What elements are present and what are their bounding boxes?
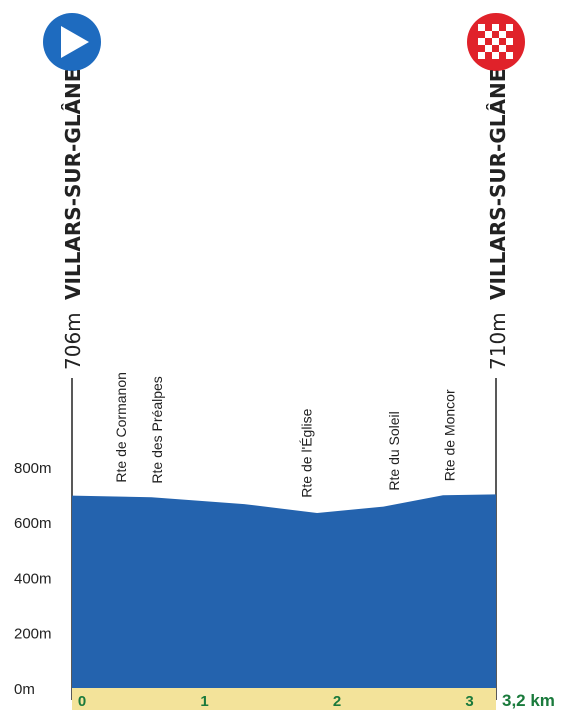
elevation-fill <box>72 494 496 688</box>
finish-town: VILLARS-SUR-GLÂNE <box>486 69 510 300</box>
x-axis-ticks: 0 1 2 3 <box>78 693 474 710</box>
checker-cell <box>485 38 492 45</box>
y-tick-label: 400m <box>14 570 52 587</box>
distance-axis-band <box>72 688 496 710</box>
road-annotation-label: Rte du Soleil <box>386 411 402 490</box>
checker-cell <box>506 52 513 59</box>
checker-cell <box>492 52 499 59</box>
checker-cell <box>506 38 513 45</box>
checker-cell <box>492 31 499 38</box>
y-axis-ticks: 0m 200m 400m 600m 800m <box>14 460 52 698</box>
checker-cell <box>478 24 485 31</box>
y-tick-label: 600m <box>14 515 52 532</box>
checker-cell <box>492 24 499 31</box>
checker-cell <box>478 38 485 45</box>
checker-cell <box>485 31 492 38</box>
checkered-flag-icon <box>478 24 513 59</box>
finish-label: 710m VILLARS-SUR-GLÂNE <box>486 69 510 370</box>
x-tick-label: 0 <box>78 693 86 710</box>
checker-cell <box>506 24 513 31</box>
finish-marker <box>467 13 525 71</box>
road-annotation-label: Rte de Moncor <box>442 389 458 481</box>
checker-cell <box>478 45 485 52</box>
checker-cell <box>499 52 506 59</box>
x-tick-label: 3 <box>465 693 473 710</box>
start-label: 706m VILLARS-SUR-GLÂNE <box>61 69 85 370</box>
x-tick-label: 1 <box>200 693 208 710</box>
play-start-icon <box>61 26 89 58</box>
total-distance-label: 3,2 km <box>502 691 555 710</box>
road-annotations: Rte de Cormanon Rte des Préalpes Rte de l'… <box>113 372 458 498</box>
checker-cell <box>485 52 492 59</box>
y-tick-label: 200m <box>14 626 52 643</box>
finish-altitude: 710m <box>486 312 510 370</box>
start-marker <box>43 13 101 71</box>
start-altitude: 706m <box>61 312 85 370</box>
road-annotation-label: Rte de l'Église <box>299 408 315 497</box>
x-tick-label: 2 <box>333 693 341 710</box>
checker-cell <box>506 31 513 38</box>
road-annotation-label: Rte des Préalpes <box>149 376 165 483</box>
checker-cell <box>485 45 492 52</box>
y-tick-label: 0m <box>14 681 35 698</box>
checker-cell <box>499 45 506 52</box>
elevation-area <box>72 494 496 688</box>
checker-cell <box>492 45 499 52</box>
checker-cell <box>499 31 506 38</box>
checker-cell <box>499 24 506 31</box>
road-annotation-label: Rte de Cormanon <box>113 372 129 483</box>
start-town: VILLARS-SUR-GLÂNE <box>61 69 85 300</box>
checker-cell <box>499 38 506 45</box>
checker-cell <box>506 45 513 52</box>
y-tick-label: 800m <box>14 460 52 477</box>
checker-cell <box>485 24 492 31</box>
checker-cell <box>478 52 485 59</box>
checker-cell <box>492 38 499 45</box>
checker-cell <box>478 31 485 38</box>
